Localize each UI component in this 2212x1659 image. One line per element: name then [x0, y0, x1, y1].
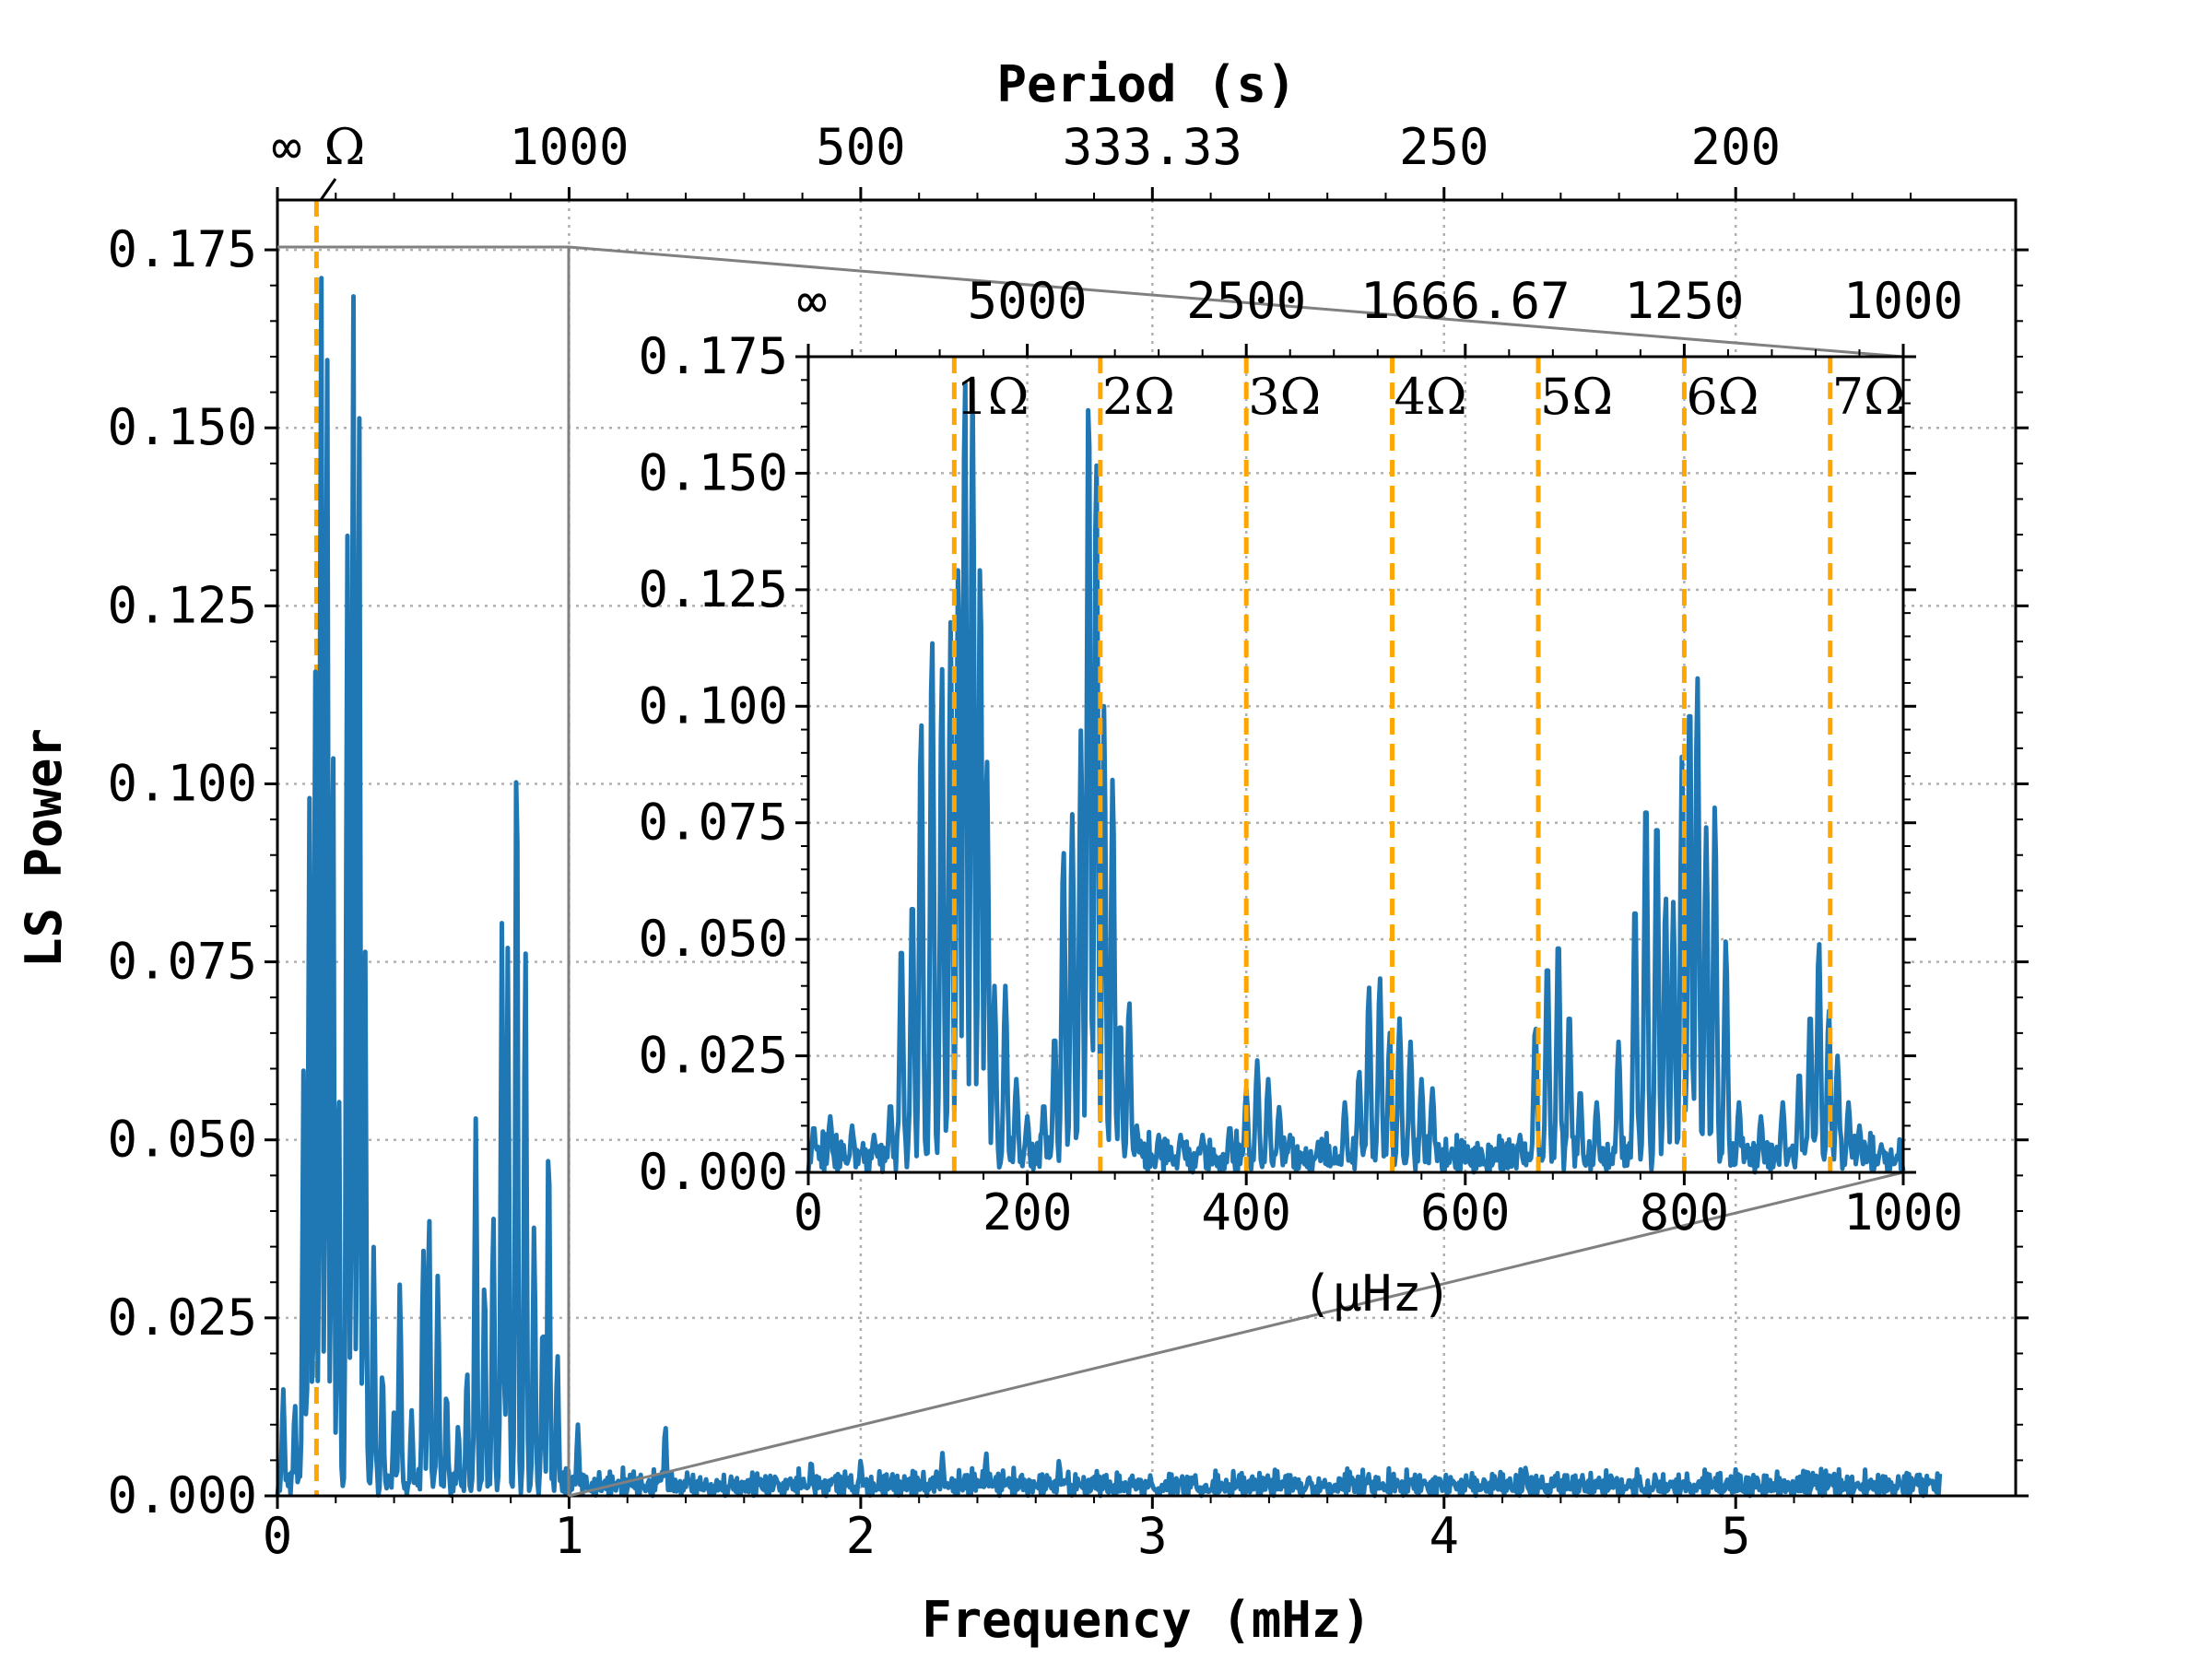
inset-frame	[806, 355, 1905, 1174]
main-y-tick-label: 0.175	[107, 220, 257, 278]
inset-harmonic-lines: 1Ω 2Ω 3Ω 4Ω 5Ω 6Ω 7Ω	[951, 357, 1905, 1172]
main-top-tick-label: 250	[1399, 118, 1489, 176]
main-x-tick-labels: 0 1 2 3 4 5	[263, 1507, 1751, 1565]
inset-x-tick-label: 600	[1420, 1183, 1511, 1241]
main-y-tick-label: 0.150	[107, 398, 257, 456]
omega-pointer	[319, 178, 337, 201]
main-x-tick-label: 4	[1430, 1507, 1460, 1565]
main-frame	[276, 198, 2018, 1498]
inset-x-tick-label: 200	[982, 1183, 1073, 1241]
inset-x-tick-labels: 0 200 400 600 800 1000	[794, 1183, 1963, 1241]
main-top-tick-label: 333.33	[1063, 118, 1242, 176]
main-y-tick-label: 0.000	[107, 1466, 257, 1524]
inset-top-tick-label: 2500	[1186, 272, 1306, 330]
harmonic-label: 3Ω	[1248, 368, 1321, 426]
harmonic-label: 2Ω	[1102, 368, 1175, 426]
harmonic-label: 4Ω	[1394, 368, 1467, 426]
x-axis-title: Frequency (mHz)	[922, 1591, 1371, 1649]
main-top-tick-label: 1000	[509, 118, 629, 176]
main-ticks	[265, 187, 2029, 1509]
inset-x-tick-label: 400	[1201, 1183, 1291, 1241]
inset-y-tick-label: 0.125	[638, 560, 788, 618]
main-y-tick-label: 0.050	[107, 1111, 257, 1169]
main-x-tick-label: 2	[846, 1507, 877, 1565]
y-axis-title: LS Power	[15, 728, 73, 968]
main-top-tick-labels: ∞ 1000 500 333.33 250 200	[272, 118, 1781, 176]
main-y-tick-label: 0.125	[107, 576, 257, 634]
connector-bottom	[568, 1171, 1904, 1498]
harmonic-label: 5Ω	[1540, 368, 1613, 426]
inset-top-tick-label: ∞	[797, 272, 828, 330]
main-top-tick-label: 500	[816, 118, 906, 176]
connector-top	[568, 245, 1904, 359]
main-top-tick-label: 200	[1690, 118, 1781, 176]
inset-top-tick-label: 1250	[1624, 272, 1744, 330]
inset-x-tick-label: 800	[1640, 1183, 1730, 1241]
main-x-tick-label: 3	[1137, 1507, 1168, 1565]
inset-y-tick-label: 0.150	[638, 443, 788, 501]
main-power-line	[275, 276, 1943, 1499]
harmonic-label: 6Ω	[1686, 368, 1759, 426]
inset-y-tick-label: 0.075	[638, 794, 788, 852]
inset-top-tick-label: 5000	[968, 272, 1088, 330]
main-y-tick-labels: 0.000 0.025 0.050 0.075 0.100 0.125 0.150 0.175	[107, 220, 257, 1524]
inset-y-tick-label: 0.000	[638, 1143, 788, 1201]
main-y-tick-label: 0.075	[107, 933, 257, 991]
inset-y-tick-labels: 0.000 0.025 0.050 0.075 0.100 0.125 0.150 0.175	[638, 327, 788, 1201]
inset-power-line	[806, 377, 1906, 1175]
inset-top-tick-label: 1666.67	[1360, 272, 1571, 330]
inset-axes: 1Ω 2Ω 3Ω 4Ω 5Ω 6Ω 7Ω 0.000 0.025 0.050 0.075 0.100…	[638, 272, 1963, 1323]
main-top-tick-label: ∞	[272, 118, 302, 176]
omega-top-label: Ω	[324, 118, 366, 176]
inset-y-tick-label: 0.025	[638, 1027, 788, 1085]
inset-top-tick-label: 1000	[1843, 272, 1963, 330]
inset-x-axis-title: (μHz)	[1302, 1265, 1453, 1323]
harmonic-label: 1Ω	[956, 368, 1029, 426]
inset-y-tick-label: 0.175	[638, 327, 788, 385]
main-y-tick-label: 0.025	[107, 1288, 257, 1347]
top-axis-title: Period (s)	[996, 55, 1296, 113]
main-x-tick-label: 5	[1721, 1507, 1751, 1565]
inset-x-tick-label: 0	[794, 1183, 824, 1241]
zoom-connectors	[277, 245, 1904, 1498]
main-y-tick-label: 0.100	[107, 754, 257, 812]
main-x-tick-label: 1	[554, 1507, 584, 1565]
inset-y-tick-label: 0.100	[638, 677, 788, 735]
harmonic-label: 7Ω	[1832, 368, 1905, 426]
inset-ticks	[795, 344, 1916, 1185]
inset-y-tick-label: 0.050	[638, 910, 788, 968]
inset-top-tick-labels: ∞ 5000 2500 1666.67 1250 1000	[797, 272, 1963, 330]
inset-x-tick-label: 1000	[1843, 1183, 1963, 1241]
main-x-tick-label: 0	[263, 1507, 293, 1565]
